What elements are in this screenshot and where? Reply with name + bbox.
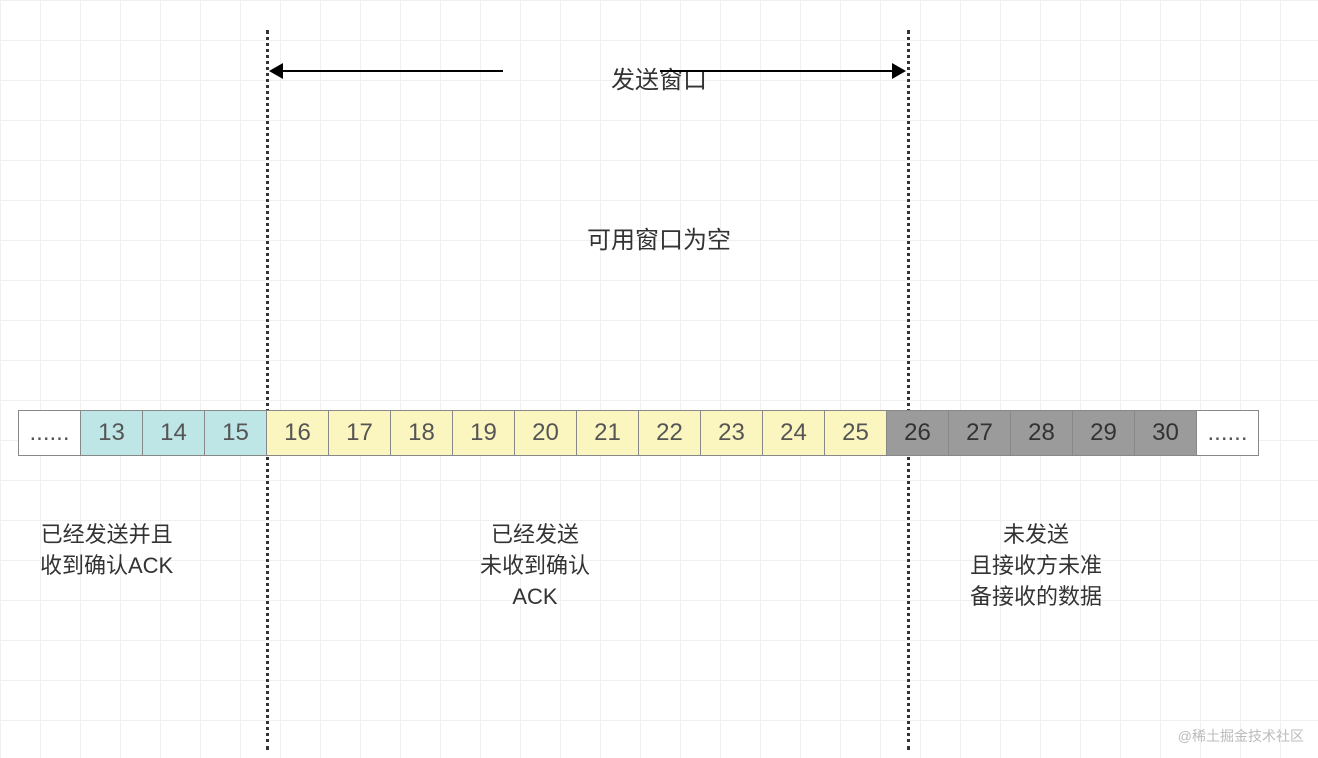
cell-16: 16 [266, 410, 329, 456]
cell-ellipsis: ...... [18, 410, 81, 456]
desc-acked: 已经发送并且 收到确认ACK [40, 520, 173, 582]
cell-24: 24 [762, 410, 825, 456]
window-title: 发送窗口 [0, 60, 1318, 95]
cell-13: 13 [80, 410, 143, 456]
desc-sent-unacked: 已经发送 未收到确认 ACK [480, 520, 590, 612]
cell-17: 17 [328, 410, 391, 456]
window-arrow-right [660, 70, 892, 72]
sequence-row: ......1314151617181920212223242526272829… [18, 410, 1259, 456]
diagram-content: 发送窗口 可用窗口为空 ......1314151617181920212223… [0, 0, 1318, 758]
cell-26: 26 [886, 410, 949, 456]
cell-25: 25 [824, 410, 887, 456]
window-subtitle: 可用窗口为空 [0, 220, 1318, 255]
desc-not-sent: 未发送 且接收方未准 备接收的数据 [970, 520, 1102, 612]
cell-20: 20 [514, 410, 577, 456]
window-boundary-left [266, 30, 269, 750]
cell-29: 29 [1072, 410, 1135, 456]
cell-27: 27 [948, 410, 1011, 456]
cell-15: 15 [204, 410, 267, 456]
cell-30: 30 [1134, 410, 1197, 456]
window-boundary-right [907, 30, 910, 750]
cell-22: 22 [638, 410, 701, 456]
cell-19: 19 [452, 410, 515, 456]
cell-28: 28 [1010, 410, 1073, 456]
cell-21: 21 [576, 410, 639, 456]
cell-14: 14 [142, 410, 205, 456]
cell-ellipsis: ...... [1196, 410, 1259, 456]
watermark-text: @稀土掘金技术社区 [1178, 726, 1304, 746]
cell-18: 18 [390, 410, 453, 456]
cell-23: 23 [700, 410, 763, 456]
